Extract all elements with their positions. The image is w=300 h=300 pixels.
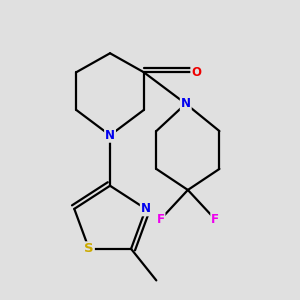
Text: N: N — [141, 202, 151, 215]
Text: S: S — [84, 242, 94, 255]
Text: F: F — [157, 213, 164, 226]
Text: N: N — [181, 97, 191, 110]
Text: N: N — [105, 129, 115, 142]
Text: O: O — [191, 66, 201, 79]
Text: F: F — [211, 213, 219, 226]
